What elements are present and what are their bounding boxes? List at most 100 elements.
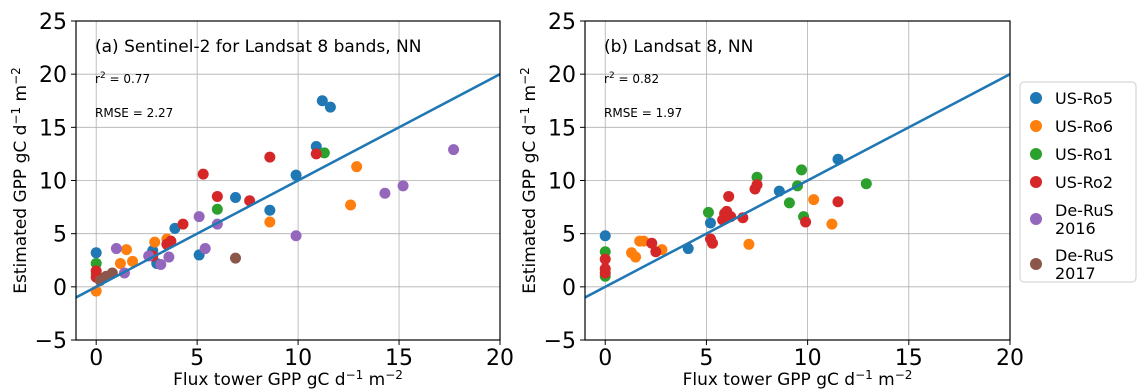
legend: US-Ro5US-Ro6US-Ro1US-Ro2De-RuS2016De-RuS… [1020, 82, 1136, 283]
data-point [198, 169, 209, 180]
data-point [163, 252, 174, 263]
x-axis-label-sup: −2 [895, 368, 913, 382]
legend-label: De-RuS [1055, 201, 1114, 220]
data-point [264, 205, 275, 216]
x-tick-label: 5 [699, 346, 713, 371]
data-point [832, 196, 843, 207]
y-tick-label: 25 [548, 10, 576, 35]
y-axis-label: Estimated GPP gC d−1 m−2 [9, 67, 31, 294]
panel-title: (a) Sentinel-2 for Landsat 8 bands, NN [95, 37, 421, 57]
data-point [808, 194, 819, 205]
data-point [325, 102, 336, 113]
data-point [264, 216, 275, 227]
x-axis-label: Flux tower GPP gC d−1 m−2 [173, 368, 403, 389]
data-point [264, 152, 275, 163]
legend-label: 2017 [1055, 264, 1096, 283]
legend-label: De-RuS [1055, 246, 1114, 265]
data-point [230, 253, 241, 264]
x-tick-label: 0 [598, 346, 612, 371]
legend-marker [1030, 148, 1042, 160]
data-point [351, 161, 362, 172]
data-point [752, 179, 763, 190]
x-axis-label-sup: −1 [855, 368, 873, 382]
data-point [723, 191, 734, 202]
y-tick-label: 15 [39, 116, 67, 141]
y-tick-label: −5 [544, 329, 576, 354]
y-axis-label-unit: m [11, 85, 31, 107]
data-point [398, 180, 409, 191]
r-squared-text: r2 = 0.82 [604, 71, 659, 86]
x-axis-label-sup: −1 [346, 368, 364, 382]
x-tick-label: 5 [190, 346, 204, 371]
data-point [630, 252, 641, 263]
y-tick-label: 25 [39, 10, 67, 35]
x-tick-label: 10 [794, 346, 822, 371]
y-tick-label: 20 [548, 63, 576, 88]
data-point [600, 230, 611, 241]
y-tick-label: 0 [53, 276, 67, 301]
r-squared-value: = 0.77 [106, 72, 150, 86]
rmse-text: RMSE = 1.97 [604, 106, 682, 120]
legend-label: US-Ro2 [1055, 173, 1113, 192]
data-point [178, 219, 189, 230]
data-point [200, 243, 211, 254]
data-point [194, 211, 205, 222]
data-point [291, 230, 302, 241]
data-point [448, 144, 459, 155]
x-tick-label: 20 [996, 346, 1024, 371]
y-tick-label: 5 [53, 223, 67, 248]
legend-marker [1030, 92, 1042, 104]
y-tick-label: 5 [562, 223, 576, 248]
panel-title: (b) Landsat 8, NN [604, 37, 753, 57]
data-point [796, 164, 807, 175]
legend-marker [1030, 258, 1042, 270]
x-tick-label: 0 [89, 346, 103, 371]
data-point [800, 216, 811, 227]
legend-label: 2016 [1055, 219, 1096, 238]
x-axis-label-sup: −2 [385, 368, 403, 382]
data-point [212, 191, 223, 202]
x-axis-label-unit: m [873, 370, 895, 389]
x-axis-label-main: Flux tower GPP gC d [683, 370, 856, 389]
data-point [705, 218, 716, 229]
legend-label: US-Ro5 [1055, 89, 1113, 108]
x-tick-label: 20 [486, 346, 514, 371]
y-axis-label-sup: −1 [518, 107, 532, 125]
data-point [111, 243, 122, 254]
x-axis-label-main: Flux tower GPP gC d [173, 370, 346, 389]
y-tick-label: 10 [39, 170, 67, 195]
legend-marker [1030, 120, 1042, 132]
data-point [600, 254, 611, 265]
data-point [115, 258, 126, 269]
data-point [345, 199, 356, 210]
x-axis-label: Flux tower GPP gC d−1 m−2 [683, 368, 913, 389]
y-axis-label-sup: −1 [9, 107, 23, 125]
y-axis-label: Estimated GPP gC d−1 m−2 [518, 67, 540, 294]
data-point [91, 247, 102, 258]
rmse-text: RMSE = 2.27 [95, 106, 173, 120]
y-axis-label-main: Estimated GPP gC d [520, 125, 540, 294]
data-point [703, 207, 714, 218]
y-axis-label-sup: −2 [9, 67, 23, 85]
data-point [650, 246, 661, 257]
data-point [861, 178, 872, 189]
data-point [311, 148, 322, 159]
data-point [212, 204, 223, 215]
y-tick-label: 0 [562, 276, 576, 301]
plot-panel-b: 0 5 10 15 20−50510152025(b) Landsat 8, NNr2 … [518, 10, 1024, 389]
data-point [600, 268, 611, 279]
data-point [826, 219, 837, 230]
plot-panel-a: 0 5 10 15 20 −5 0 5 10 15 20 25 (a) Sentinel-2 for L… [9, 10, 514, 389]
data-point [784, 197, 795, 208]
y-axis-label-sup: −2 [518, 67, 532, 85]
data-point [155, 259, 166, 270]
r-squared-text: r2 = 0.77 [95, 71, 150, 86]
legend-label: US-Ro6 [1055, 117, 1113, 136]
y-tick-label: 20 [39, 63, 67, 88]
data-point [121, 244, 132, 255]
data-point [230, 192, 241, 203]
data-point [743, 239, 754, 250]
data-point [379, 188, 390, 199]
x-tick-label: 10 [284, 346, 312, 371]
